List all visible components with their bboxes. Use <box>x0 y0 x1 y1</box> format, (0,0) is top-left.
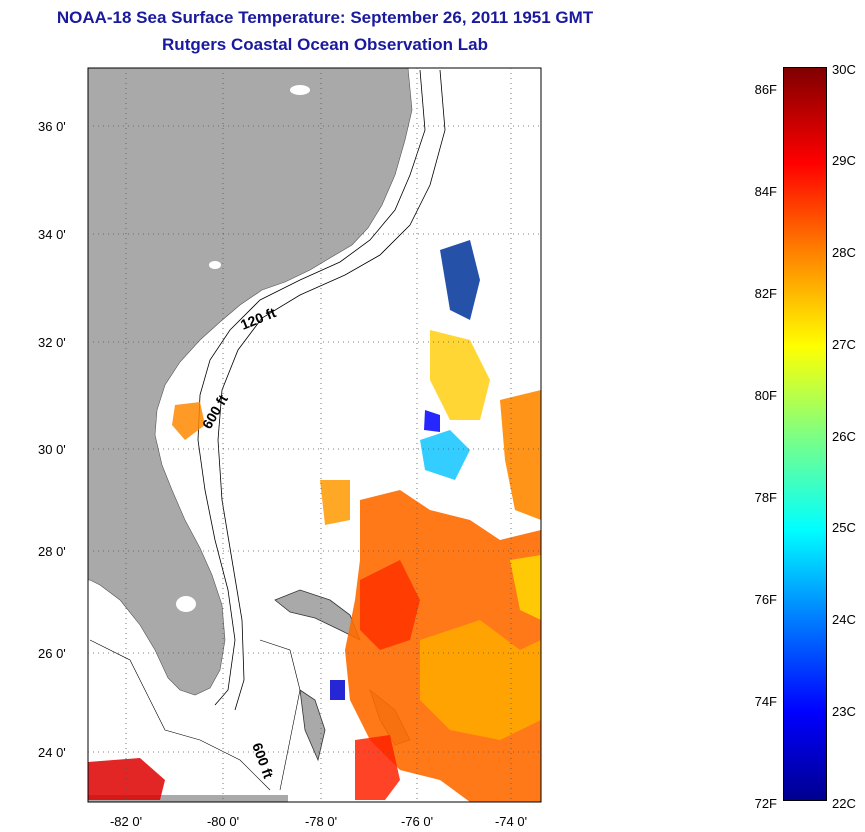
colorbar-c-label: 30C <box>832 62 856 77</box>
lon-tick: -74 0' <box>495 814 527 829</box>
lon-tick: -78 0' <box>305 814 337 829</box>
colorbar-f-label: 84F <box>754 184 777 199</box>
temperature-colorbar <box>783 67 827 801</box>
lat-tick: 36 0' <box>38 119 66 134</box>
us-land <box>88 68 413 696</box>
plot-frame <box>87 67 542 803</box>
map-title: NOAA-18 Sea Surface Temperature: Septemb… <box>56 8 594 27</box>
colorbar-c-label: 25C <box>832 520 856 535</box>
map-subtitle: Rutgers Coastal Ocean Observation Lab <box>162 35 488 54</box>
colorbar-f-label: 74F <box>754 694 777 709</box>
contour-label-120ft: 120 ft <box>238 304 278 333</box>
lat-tick: 34 0' <box>38 227 66 242</box>
bahamas-land <box>274 589 361 641</box>
lat-tick: 26 0' <box>38 646 66 661</box>
colorbar-f-label: 78F <box>754 490 777 505</box>
lat-tick: 24 0' <box>38 745 66 760</box>
colorbar-c-label: 22C <box>832 796 856 811</box>
lon-tick: -82 0' <box>110 814 142 829</box>
colorbar-f-label: 76F <box>754 592 777 607</box>
lon-tick: -80 0' <box>207 814 239 829</box>
grid-lines <box>88 68 541 802</box>
colorbar-f-label: 80F <box>754 388 777 403</box>
lon-tick: -76 0' <box>401 814 433 829</box>
lat-tick: 30 0' <box>38 442 66 457</box>
lat-tick: 32 0' <box>38 335 66 350</box>
colorbar-c-label: 28C <box>832 245 856 260</box>
colorbar-c-label: 24C <box>832 612 856 627</box>
cuba-land <box>88 795 288 802</box>
lat-tick: 28 0' <box>38 544 66 559</box>
contour-label-600ft-south: 600 ft <box>249 741 277 781</box>
colorbar-f-label: 86F <box>754 82 777 97</box>
sst-patches <box>88 240 541 802</box>
colorbar-c-label: 23C <box>832 704 856 719</box>
colorbar-c-label: 26C <box>832 429 856 444</box>
colorbar-c-label: 29C <box>832 153 856 168</box>
colorbar-c-label: 27C <box>832 337 856 352</box>
colorbar-f-label: 72F <box>754 796 777 811</box>
colorbar-f-label: 82F <box>754 286 777 301</box>
contour-label-600ft: 600 ft <box>199 392 231 432</box>
